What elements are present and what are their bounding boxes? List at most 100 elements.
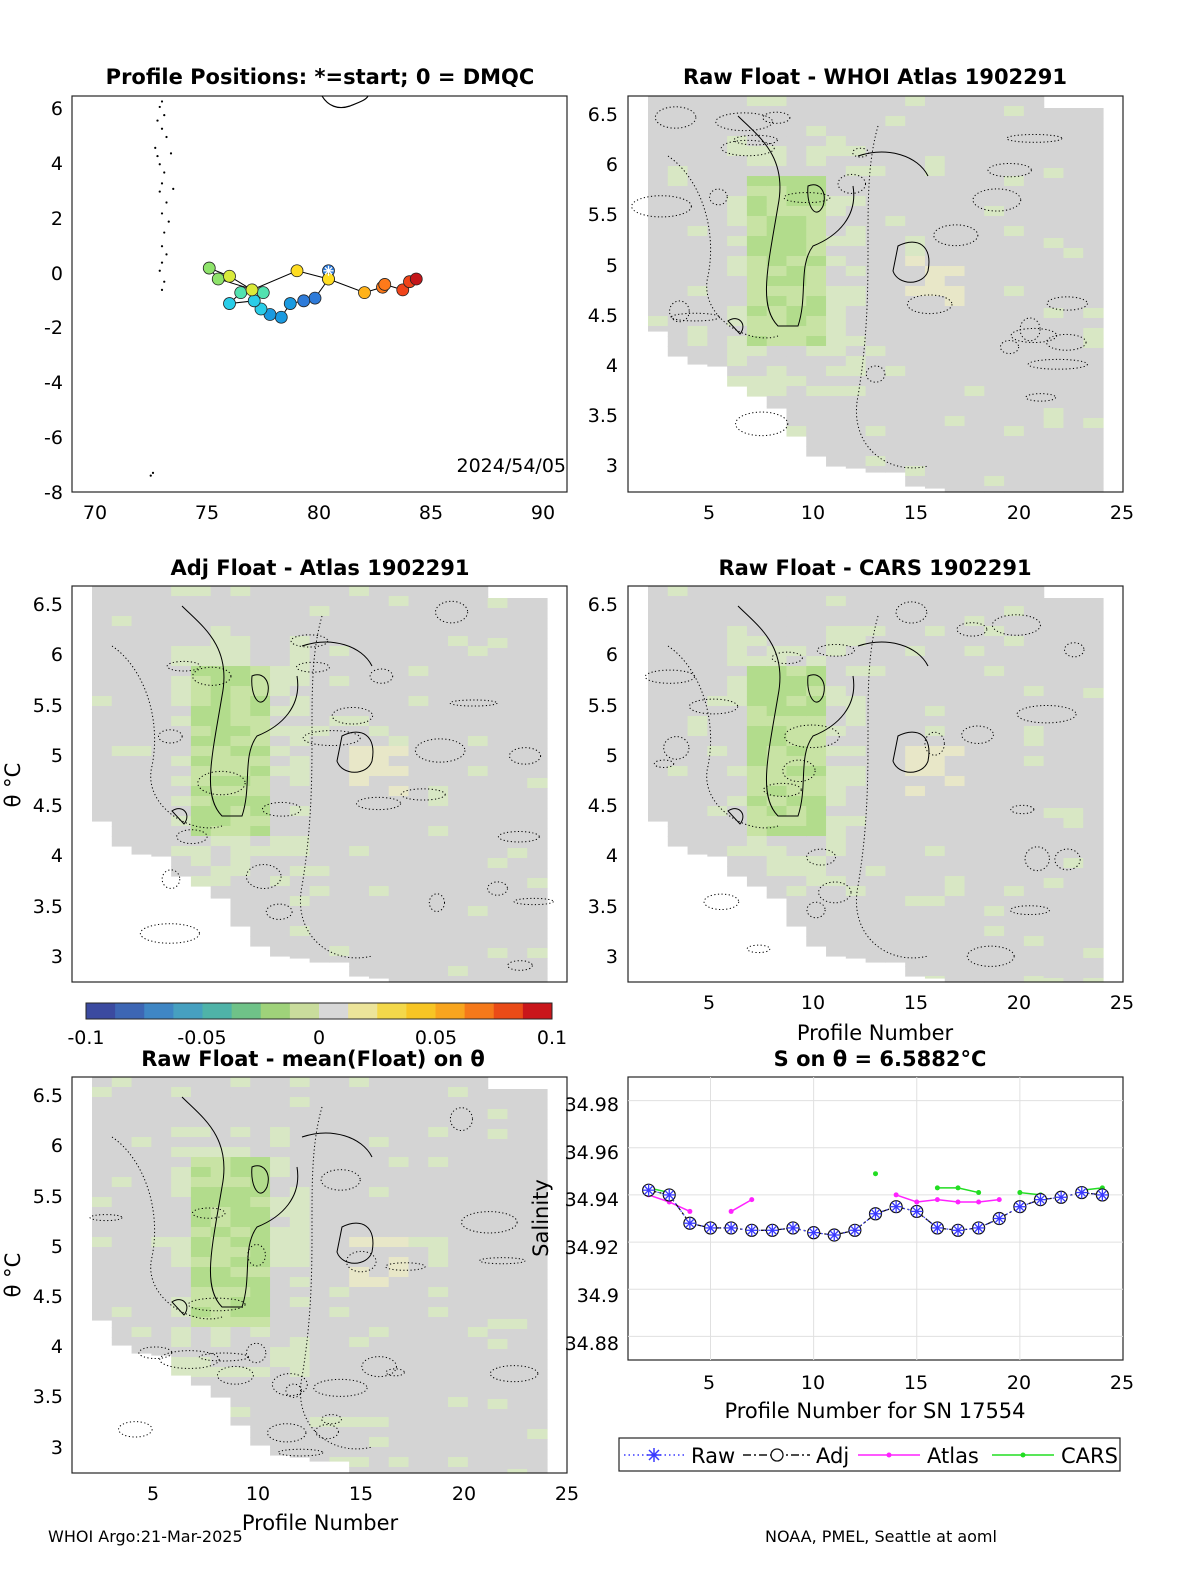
field-cell	[210, 1347, 232, 1358]
field-cell	[368, 696, 390, 707]
field-cell	[905, 756, 926, 767]
field-cell	[1083, 128, 1104, 139]
field-cell	[885, 366, 906, 377]
field-cell	[349, 746, 370, 757]
field-cell	[786, 836, 807, 847]
field-cell	[467, 1197, 489, 1208]
field-cell	[230, 666, 251, 677]
field-cell	[388, 786, 410, 797]
field-cell	[190, 716, 212, 727]
field-cell	[368, 1197, 390, 1208]
field-cell	[766, 846, 788, 857]
field-cell	[727, 766, 748, 777]
field-cell	[885, 156, 906, 167]
field-cell	[707, 326, 728, 337]
field-cell	[230, 1307, 251, 1318]
field-cell	[487, 1289, 509, 1300]
field-cell	[964, 696, 985, 707]
field-cell	[309, 656, 330, 667]
field-cell	[507, 948, 528, 959]
field-cell	[448, 956, 469, 967]
field-cell	[171, 706, 192, 717]
field-cell	[806, 806, 827, 817]
field-cell	[746, 216, 768, 227]
field-cell	[92, 666, 113, 677]
field-cell	[944, 196, 966, 207]
field-cell	[329, 946, 350, 957]
field-cell	[388, 766, 410, 777]
field-cell	[766, 746, 788, 757]
field-cell	[1063, 488, 1084, 493]
field-cell	[786, 336, 807, 347]
field-cell	[111, 1097, 133, 1108]
field-cell	[309, 1227, 330, 1238]
field-cell	[806, 686, 827, 697]
field-cell	[746, 796, 768, 807]
field-cell	[92, 636, 113, 647]
field-cell	[1083, 758, 1104, 769]
field-cell	[270, 1327, 291, 1338]
field-cell	[944, 416, 966, 427]
field-cell	[826, 276, 847, 287]
field-cell	[151, 826, 172, 837]
field-cell	[210, 656, 232, 667]
field-cell	[507, 598, 528, 609]
field-cell	[667, 126, 689, 137]
field-cell	[905, 326, 926, 337]
field-cell	[1043, 138, 1065, 149]
field-cell	[408, 826, 429, 837]
field-cell	[467, 1467, 489, 1474]
y-tick: 4.5	[588, 305, 618, 327]
field-cell	[448, 586, 469, 597]
field-cell	[368, 886, 390, 897]
field-cell	[707, 656, 728, 667]
field-cell	[111, 1217, 133, 1228]
field-cell	[1004, 836, 1025, 847]
field-cell	[924, 946, 946, 957]
field-cell	[1043, 308, 1065, 319]
field-cell	[964, 926, 985, 937]
field-cell	[349, 906, 370, 917]
field-cell	[905, 136, 926, 147]
field-cell	[230, 726, 251, 737]
field-cell	[111, 636, 133, 647]
field-cell	[289, 626, 311, 637]
field-cell	[905, 186, 926, 197]
field-cell	[309, 1367, 330, 1378]
field-cell	[648, 276, 669, 287]
field-cell	[1023, 706, 1045, 717]
field-cell	[131, 676, 152, 687]
field-cell	[924, 806, 946, 817]
field-cell	[329, 726, 350, 737]
field-cell	[667, 736, 689, 747]
field-cell	[507, 1449, 528, 1460]
field-cell	[1043, 448, 1065, 459]
field-cell	[527, 838, 548, 849]
field-cell	[1063, 618, 1084, 629]
legend-item-raw: Raw	[624, 1444, 735, 1468]
field-cell	[727, 196, 748, 207]
field-cell	[289, 856, 311, 867]
field-cell	[92, 1097, 113, 1108]
field-cell	[171, 696, 192, 707]
field-cell	[1043, 628, 1065, 639]
y-tick: 6	[606, 644, 618, 666]
field-cell	[190, 706, 212, 717]
field-cell	[171, 766, 192, 777]
field-cell	[766, 366, 788, 377]
field-cell	[250, 686, 271, 697]
field-cell	[408, 656, 429, 667]
contour-dotted	[489, 1365, 539, 1383]
field-cell	[1063, 398, 1084, 409]
field-cell	[131, 796, 152, 807]
field-cell	[687, 616, 708, 627]
field-cell	[428, 836, 449, 847]
field-cell	[111, 1127, 133, 1138]
field-cell	[1004, 426, 1025, 437]
field-cell	[964, 446, 985, 457]
field-cell	[487, 878, 509, 889]
field-cell	[1083, 878, 1104, 889]
contour-dotted	[653, 759, 675, 768]
field-cell	[349, 816, 370, 827]
field-cell	[944, 916, 966, 927]
